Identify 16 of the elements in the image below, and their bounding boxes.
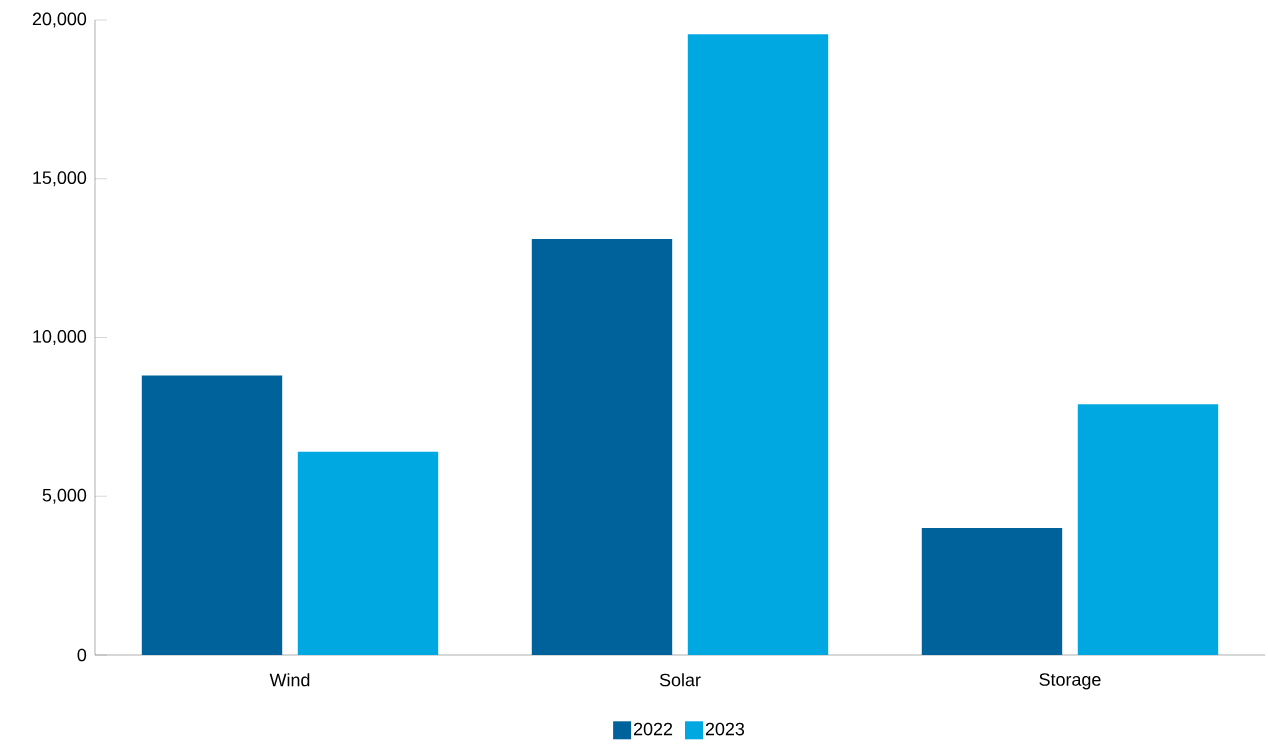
legend-label: 2022 xyxy=(634,722,673,736)
x-tick-label: Storage xyxy=(1039,673,1101,690)
bar xyxy=(1077,404,1219,655)
bar xyxy=(687,34,829,655)
x-tick-label: Solar xyxy=(659,673,701,687)
y-tick-label: 10,000 xyxy=(33,330,87,345)
y-tick-label: 20,000 xyxy=(32,12,87,28)
y-tick-label: 15,000 xyxy=(33,171,87,187)
bar xyxy=(297,451,439,655)
bar xyxy=(531,239,673,655)
bar xyxy=(141,375,283,655)
bar xyxy=(921,528,1063,655)
y-tick-label: 0 xyxy=(77,648,87,662)
x-tick-label: Wind xyxy=(269,673,310,687)
y-tick-label: 5,000 xyxy=(42,488,87,504)
legend-label: 2023 xyxy=(705,722,745,736)
